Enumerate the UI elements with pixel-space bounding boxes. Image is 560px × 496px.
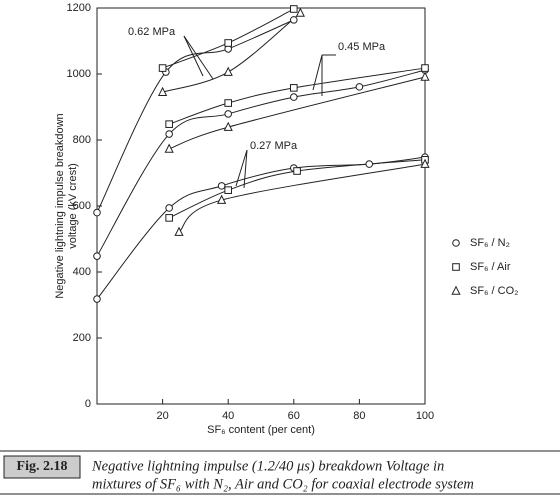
point — [420, 71, 430, 81]
y-tick-label: 400 — [73, 266, 91, 278]
point — [93, 252, 101, 260]
x-axis-label: SF₆ content (per cent) — [207, 424, 315, 436]
curve — [178, 163, 426, 233]
caption-line: Negative lightning impulse (1.2/40 μs) b… — [91, 458, 444, 474]
x-tick-label: 60 — [288, 410, 300, 422]
leader-line — [183, 35, 214, 80]
point — [157, 86, 168, 96]
point — [224, 99, 232, 107]
annotation: 0.62 MPa — [128, 26, 176, 38]
point — [295, 7, 305, 17]
y-axis-label: voltage (kV crest) — [67, 163, 79, 249]
x-tick-label: 100 — [416, 410, 434, 422]
curve — [162, 12, 301, 93]
plot-frame — [96, 7, 426, 405]
figure-label-box — [3, 455, 81, 479]
point — [365, 160, 374, 168]
point — [165, 120, 173, 128]
y-tick-label: 1000 — [67, 68, 91, 80]
point — [355, 83, 364, 91]
legend-marker — [452, 263, 460, 271]
legend-marker — [452, 239, 460, 247]
y-tick-label: 600 — [73, 200, 91, 212]
point — [165, 130, 173, 138]
x-tick-label: 80 — [353, 410, 365, 422]
point — [421, 64, 429, 72]
point — [93, 208, 101, 217]
point — [224, 110, 232, 118]
y-tick-label: 200 — [73, 332, 91, 344]
curve — [168, 67, 426, 125]
point — [174, 226, 184, 236]
leader-line — [243, 149, 248, 189]
leader-line — [183, 35, 204, 77]
leader-line — [312, 54, 323, 91]
point — [224, 186, 232, 194]
point — [224, 39, 232, 47]
annotation: 0.27 MPa — [250, 140, 298, 152]
legend-label: SF₆ / CO₂ — [470, 285, 518, 297]
point — [223, 121, 233, 131]
y-tick-label: 1200 — [67, 2, 91, 14]
leader-line — [235, 149, 248, 187]
point — [93, 295, 101, 303]
point — [420, 158, 430, 168]
curve — [168, 159, 426, 219]
point — [223, 66, 233, 76]
x-tick-label: 20 — [156, 410, 168, 422]
point — [164, 143, 174, 153]
point — [290, 84, 298, 92]
point — [217, 182, 226, 190]
annotation: 0.45 MPa — [338, 41, 386, 53]
legend-label: SF₆ / N₂ — [470, 237, 510, 249]
point — [217, 194, 227, 204]
y-tick-label: 800 — [73, 134, 91, 146]
x-tick-label: 40 — [222, 410, 234, 422]
point — [290, 93, 298, 101]
curve — [168, 76, 426, 150]
caption-line: mixtures of SF₆ with N₂, Air and CO₂ for… — [92, 476, 474, 492]
point — [293, 167, 301, 175]
curve — [162, 8, 295, 69]
figure-label: Fig. 2.18 — [17, 459, 68, 474]
point — [165, 204, 173, 212]
point — [165, 214, 173, 222]
y-axis-label: Negative lightning impulse breakdown — [54, 113, 66, 298]
y-tick-label: 0 — [85, 398, 91, 410]
legend-label: SF₆ / Air — [470, 261, 511, 273]
point — [290, 16, 298, 24]
point — [158, 64, 167, 72]
point — [290, 5, 298, 13]
legend-marker — [451, 285, 461, 295]
curve — [96, 19, 295, 213]
